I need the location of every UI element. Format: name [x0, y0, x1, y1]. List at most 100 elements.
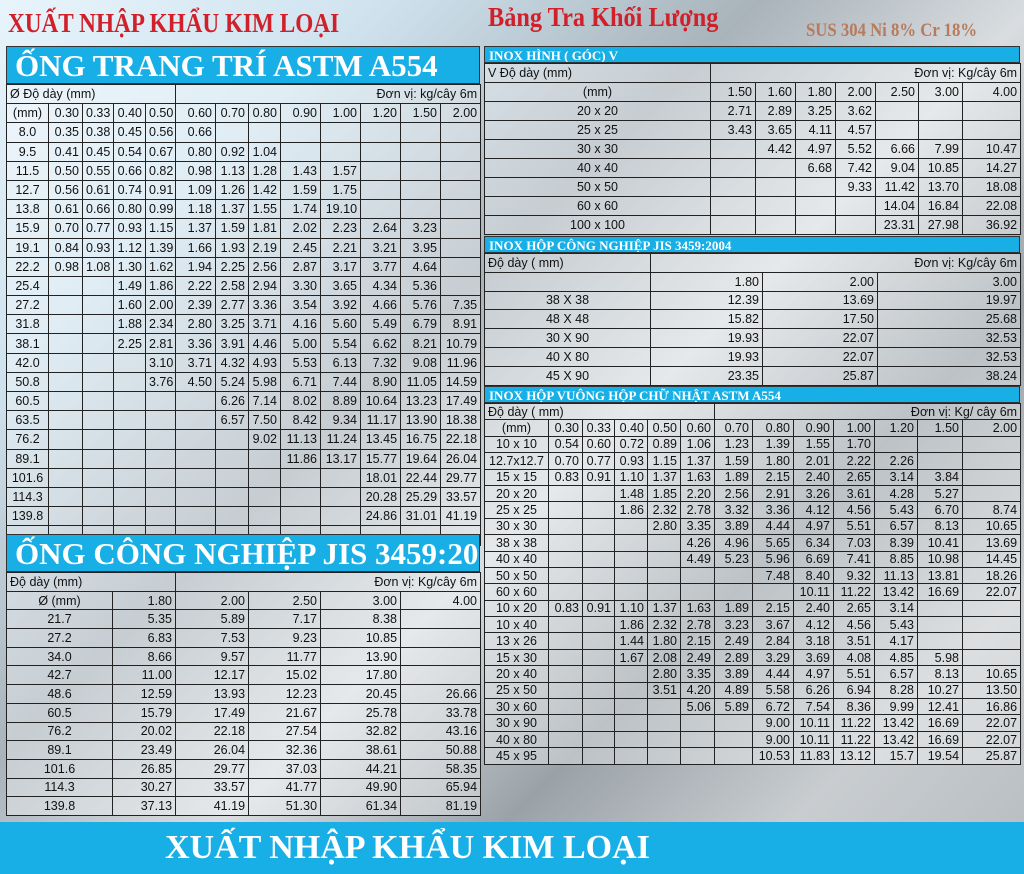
weight-cell: 4.17	[874, 632, 919, 650]
weight-cell	[962, 632, 1022, 650]
weight-cell	[320, 486, 362, 508]
weight-cell: 10.64	[360, 390, 402, 412]
weight-cell: 11.13	[874, 566, 919, 585]
brand-title: XUẤT NHẬP KHẨU KIM LOẠI	[8, 8, 340, 38]
weight-cell: 10.85	[918, 158, 963, 178]
weight-cell	[582, 616, 615, 634]
weight-cell: 22.18	[175, 721, 250, 742]
table-row: 30 x 60 5.06 5.89 6.72 7.54 8.36 9.99 12.41 16.8…	[484, 698, 1022, 716]
weight-cell: 15.79	[111, 702, 177, 723]
weight-cell	[918, 101, 963, 121]
weight-cell: 3.35	[679, 517, 716, 536]
weight-cell	[647, 714, 681, 732]
weight-cell	[82, 486, 114, 508]
weight-cell: 0.84	[48, 237, 83, 258]
weight-cell: 0.93	[113, 218, 146, 239]
size-cell: 40 X 80	[484, 346, 651, 367]
size-cell: 11.5	[6, 160, 49, 181]
column-header: 0.30	[548, 419, 583, 437]
weight-cell: 2.65	[833, 468, 876, 486]
weight-cell: 21.67	[248, 702, 322, 723]
weight-cell: 1.37	[175, 218, 217, 239]
weight-cell: 3.25	[795, 101, 836, 121]
header-row: Độ dày ( mm) Đơn vị: Kg/ cây 6m	[483, 402, 1022, 421]
weight-cell: 0.45	[82, 141, 114, 162]
size-cell: 12.7x12.7	[484, 452, 549, 470]
weight-cell: 0.92	[215, 141, 250, 162]
weight-cell: 4.42	[755, 139, 796, 159]
table-row: 19.1 0.84 0.93 1.12 1.39 1.66 1.93 2.19 2.45 2.21…	[6, 237, 482, 258]
weight-cell: 8.40	[793, 566, 835, 585]
weight-cell: 3.36	[752, 501, 795, 519]
weight-cell: 6.26	[793, 681, 835, 700]
weight-cell: 1.04	[248, 141, 282, 162]
weight-cell: 8.39	[874, 534, 919, 552]
table-row: 40 x 40 6.68 7.42 9.04 10.85 14.27	[484, 158, 1022, 178]
weight-cell: 0.93	[82, 237, 114, 258]
weight-cell: 3.35	[679, 665, 716, 683]
weight-cell: 6.34	[793, 534, 835, 552]
weight-cell	[400, 160, 442, 181]
weight-cell: 6.57	[874, 517, 919, 536]
table-row: 10 x 40 1.86 2.32 2.78 3.23 3.67 4.12 4.56 5.43	[484, 616, 1022, 634]
weight-cell: 16.75	[400, 429, 442, 450]
weight-cell: 3.23	[400, 218, 442, 239]
table-row: 9.5 0.41 0.45 0.54 0.67 0.80 0.92 1.04	[6, 141, 482, 162]
weight-cell	[614, 730, 648, 749]
weight-cell	[320, 141, 362, 162]
unit-label: Đơn vị: Kg/cây 6m	[709, 63, 1022, 83]
weight-cell	[582, 501, 615, 519]
weight-cell: 2.89	[755, 101, 796, 121]
column-header: 4.00	[961, 82, 1022, 102]
weight-cell: 3.95	[400, 237, 442, 258]
weight-cell	[320, 122, 362, 143]
weight-cell: 5.49	[360, 314, 402, 335]
weight-cell: 1.30	[113, 256, 146, 277]
weight-cell	[710, 177, 756, 197]
weight-cell: 2.39	[175, 295, 217, 316]
table-row: 38 X 38 12.39 13.69 19.97	[484, 290, 1021, 311]
weight-cell: 3.14	[874, 599, 919, 618]
weight-cell: 11.77	[248, 646, 322, 667]
table-row: 76.2 9.02 11.13 11.24 13.45 16.75 22.18	[6, 429, 482, 450]
weight-cell: 4.50	[175, 371, 217, 393]
column-header: 2.00	[835, 82, 876, 102]
weight-cell: 30.27	[111, 777, 177, 798]
weight-cell	[582, 648, 615, 667]
weight-cell	[714, 730, 754, 749]
weight-cell: 1.89	[714, 599, 754, 618]
table-row: 114.3 20.28 25.29 33.57	[6, 486, 482, 508]
column-header: 1.80	[795, 82, 836, 102]
weight-cell: 16.69	[917, 583, 964, 601]
weight-cell	[175, 486, 217, 508]
size-cell: 60 x 60	[484, 583, 549, 601]
weight-cell: 0.80	[175, 141, 217, 162]
weight-cell: 2.64	[360, 218, 402, 239]
header-row: Ø Độ dày (mm) Đơn vị: kg/cây 6m	[5, 83, 482, 105]
weight-cell: 8.38	[320, 609, 402, 630]
weight-cell: 44.21	[320, 758, 402, 779]
weight-cell: 9.04	[875, 158, 919, 178]
size-cell: 15 x 15	[484, 468, 549, 486]
table-row: 8.0 0.35 0.38 0.45 0.56 0.66	[6, 122, 482, 143]
weight-cell: 3.32	[714, 501, 754, 519]
weight-cell: 7.48	[752, 566, 795, 585]
weight-cell: 3.84	[917, 468, 964, 486]
column-header: 0.50	[144, 103, 177, 124]
weight-cell: 4.93	[248, 352, 282, 373]
weight-cell: 8.90	[360, 371, 402, 393]
weight-cell: 3.51	[647, 681, 681, 700]
size-cell: 42.0	[6, 352, 49, 373]
table-row: 25.4 1.49 1.86 2.22 2.58 2.94 3.30 3.65 4.34 5.36	[6, 275, 482, 297]
weight-cell	[400, 141, 442, 162]
weight-cell: 25.87	[962, 747, 1022, 765]
weight-cell: 1.44	[614, 632, 648, 650]
weight-cell: 5.27	[917, 484, 964, 503]
weight-cell	[82, 467, 114, 488]
size-cell: 15.9	[6, 218, 49, 239]
weight-cell	[360, 141, 402, 162]
weight-cell: 1.67	[614, 648, 648, 667]
weight-cell: 10.27	[917, 681, 964, 700]
weight-cell: 32.36	[248, 740, 322, 760]
column-header: 2.00	[962, 419, 1022, 437]
